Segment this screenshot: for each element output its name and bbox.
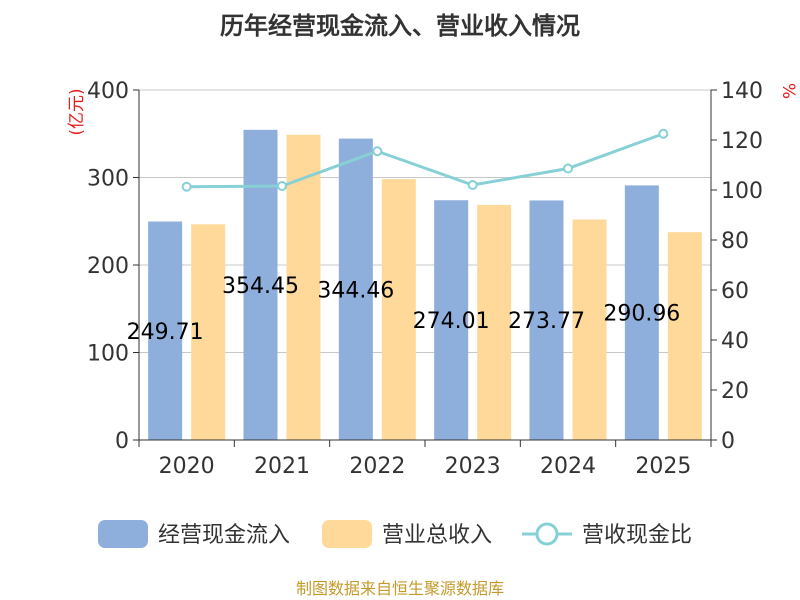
x-axis-tick-label: 2023 <box>445 454 501 479</box>
bar-total-revenue-2022[interactable] <box>381 179 416 440</box>
grid-lines <box>139 89 711 353</box>
right-axis-tick-label: 140 <box>721 79 763 104</box>
bar-total-revenue-2025[interactable] <box>667 232 702 440</box>
left-axis-tick-label: 400 <box>87 79 129 104</box>
left-axis-tick-label: 100 <box>87 342 129 367</box>
right-axis-tick-label: 0 <box>721 429 735 454</box>
chart-title: 历年经营现金流入、营业收入情况 <box>220 12 580 40</box>
point-cash-ratio-2025[interactable] <box>658 128 669 139</box>
right-axis-tick-label: 60 <box>721 279 749 304</box>
point-cash-ratio-2022[interactable] <box>372 146 383 157</box>
line-cash-ratio <box>186 132 664 189</box>
x-axis-tick-label: 2020 <box>159 454 215 479</box>
data-label-cash-inflow-2024: 273.77 <box>508 309 585 334</box>
legend-item-cash-inflow[interactable]: 经营现金流入 <box>98 520 290 548</box>
data-label-cash-inflow-2025: 290.96 <box>603 302 680 327</box>
bar-cash-inflow-2024[interactable] <box>529 200 564 440</box>
x-axis-tick-label: 2024 <box>540 454 596 479</box>
legend-swatch-total-revenue <box>322 520 372 548</box>
point-cash-ratio-2024[interactable] <box>563 163 573 174</box>
data-source: 制图数据来自恒生聚源数据库 <box>296 579 504 598</box>
bar-cash-inflow-2022[interactable] <box>338 138 373 440</box>
data-label-cash-inflow-2023: 274.01 <box>413 309 490 334</box>
left-axis-tick-label: 300 <box>87 167 129 192</box>
bar-series <box>148 129 702 441</box>
legend: 经营现金流入 营业总收入 营收现金比 <box>98 520 692 548</box>
right-axis-tick-label: 20 <box>721 379 749 404</box>
x-axis-tick-label: 2025 <box>635 454 691 479</box>
point-cash-ratio-2020[interactable] <box>181 181 192 192</box>
bar-cash-inflow-2025[interactable] <box>624 185 659 440</box>
data-labels: 249.71 354.45 344.46 274.01 273.77 290.96 <box>127 274 681 345</box>
left-axis-tick-label: 200 <box>87 254 129 279</box>
point-cash-ratio-2021[interactable] <box>277 181 287 191</box>
legend-marker-cash-ratio <box>535 522 559 546</box>
right-axis-tick-label: 100 <box>721 179 763 204</box>
legend-label-total-revenue: 营业总收入 <box>382 523 492 548</box>
data-label-cash-inflow-2021: 354.45 <box>222 274 299 299</box>
legend-item-cash-ratio[interactable]: 营收现金比 <box>522 522 692 548</box>
bar-cash-inflow-2023[interactable] <box>434 200 469 440</box>
right-axis-tick-label: 40 <box>721 329 749 354</box>
line-series <box>181 128 669 192</box>
bar-total-revenue-2023[interactable] <box>477 204 512 440</box>
legend-swatch-cash-inflow <box>98 520 148 548</box>
bar-total-revenue-2021[interactable] <box>286 134 321 441</box>
left-axis-tick-label: 0 <box>115 429 129 454</box>
legend-item-total-revenue[interactable]: 营业总收入 <box>322 520 492 548</box>
axes: 0 100 200 300 400 0 20 40 60 80 100 120 140 2020 2021 2… <box>87 79 763 479</box>
left-axis-unit: (亿元) <box>67 88 87 135</box>
right-axis-tick-label: 120 <box>721 129 763 154</box>
bar-total-revenue-2024[interactable] <box>572 219 607 441</box>
right-axis-unit: % <box>778 83 798 99</box>
data-label-cash-inflow-2022: 344.46 <box>317 278 394 303</box>
legend-label-cash-inflow: 经营现金流入 <box>158 523 290 548</box>
x-axis-tick-label: 2022 <box>349 454 405 479</box>
bar-cash-inflow-2021[interactable] <box>243 129 278 440</box>
bar-cash-inflow-2020[interactable] <box>148 221 183 440</box>
point-cash-ratio-2023[interactable] <box>467 180 478 190</box>
data-label-cash-inflow-2020: 249.71 <box>127 320 204 345</box>
right-axis-tick-label: 80 <box>721 229 749 254</box>
legend-label-cash-ratio: 营收现金比 <box>582 523 692 548</box>
x-axis-tick-label: 2021 <box>254 454 310 479</box>
bar-total-revenue-2020[interactable] <box>191 224 226 440</box>
